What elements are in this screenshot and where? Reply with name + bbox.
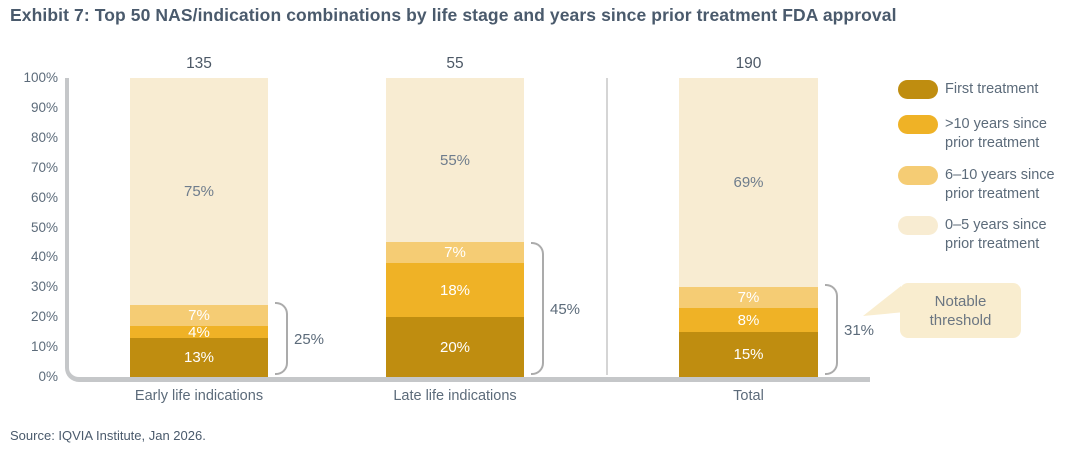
axis-frame xyxy=(65,78,870,382)
x-axis-category-label: Early life indications xyxy=(134,388,264,404)
y-axis-tick-label: 0% xyxy=(38,369,58,384)
segment-value-label: 13% xyxy=(183,349,215,367)
x-axis-category-label: Late life indications xyxy=(393,388,517,404)
bracket-value-label: 25% xyxy=(294,330,325,348)
y-axis-tick-label: 50% xyxy=(30,219,58,235)
segment-value-label: 8% xyxy=(737,311,760,329)
legend-label: 6–10 years since prior treatment xyxy=(945,167,1055,202)
segment-value-label: 15% xyxy=(733,346,764,364)
bar-total-label: 190 xyxy=(735,55,762,72)
bar-segment: 18% xyxy=(386,263,524,318)
stacked-bar: 75% 7% 4% 13% xyxy=(130,78,268,377)
bracket-value-label: 45% xyxy=(550,300,581,318)
y-axis-tick-label: 30% xyxy=(30,279,58,295)
threshold-bracket xyxy=(825,284,838,375)
bar-total-label: 135 xyxy=(186,55,212,72)
bracket-value-label: 31% xyxy=(844,321,875,339)
threshold-bracket xyxy=(275,302,288,375)
y-axis-tick-label: 20% xyxy=(30,309,58,325)
legend-swatch-icon xyxy=(898,216,938,235)
segment-value-label: 75% xyxy=(183,183,215,201)
bar-segment: 75% xyxy=(130,78,268,306)
page-title: Exhibit 7: Top 50 NAS/indication combina… xyxy=(10,5,897,25)
source-note: Source: IQVIA Institute, Jan 2026. xyxy=(10,428,206,443)
stacked-bar: 55% 7% 18% 20% xyxy=(386,78,524,377)
bar-segment: 7% xyxy=(386,242,524,264)
legend-label: First treatment xyxy=(945,81,1039,97)
legend-swatch-icon xyxy=(898,115,938,134)
x-axis-category-label: Total xyxy=(733,388,764,404)
total-divider-line xyxy=(606,78,608,375)
bar-total-label: 55 xyxy=(446,55,464,72)
y-axis-tick-label: 40% xyxy=(30,249,58,265)
legend-label: 0–5 years since prior treatment xyxy=(945,217,1047,252)
legend-swatch-icon xyxy=(898,80,938,99)
legend-label: >10 years since prior treatment xyxy=(945,116,1047,151)
bar-segment: 15% xyxy=(679,332,818,377)
legend-item: 0–5 years since prior treatment xyxy=(898,216,1077,254)
segment-value-label: 7% xyxy=(188,307,210,325)
bar-segment: 7% xyxy=(679,287,818,309)
segment-value-label: 18% xyxy=(439,281,471,299)
segment-value-label: 7% xyxy=(737,289,760,307)
segment-value-label: 69% xyxy=(733,174,764,192)
y-axis-tick-label: 10% xyxy=(30,339,58,355)
y-axis-tick-label: 80% xyxy=(30,129,58,145)
segment-value-label: 7% xyxy=(444,244,466,262)
bar-segment: 4% xyxy=(130,323,268,341)
segment-value-label: 55% xyxy=(439,151,471,169)
y-axis-tick-label: 70% xyxy=(30,159,58,175)
bar-segment: 13% xyxy=(130,338,268,377)
stacked-bar: 69% 7% 8% 15% xyxy=(679,78,818,377)
threshold-bracket xyxy=(531,242,544,375)
bar-segment: 20% xyxy=(386,317,524,377)
bar-segment: 7% xyxy=(130,305,268,327)
legend-item: 6–10 years since prior treatment xyxy=(898,166,1077,204)
y-axis-tick-label: 90% xyxy=(30,99,58,115)
y-axis-tick-label: 60% xyxy=(30,189,58,205)
notable-threshold-callout: Notable threshold xyxy=(863,283,1021,338)
y-axis-tick-label: 100% xyxy=(23,70,58,85)
bar-segment: 55% xyxy=(386,78,524,243)
bar-segment: 69% xyxy=(679,78,818,288)
bar-segment: 8% xyxy=(679,308,818,333)
callout-label: Notable threshold xyxy=(929,292,992,329)
legend-item: >10 years since prior treatment xyxy=(898,115,1077,153)
segment-value-label: 4% xyxy=(188,323,210,341)
legend-swatch-icon xyxy=(898,166,938,185)
segment-value-label: 20% xyxy=(439,338,471,356)
legend-item: First treatment xyxy=(898,80,1077,99)
